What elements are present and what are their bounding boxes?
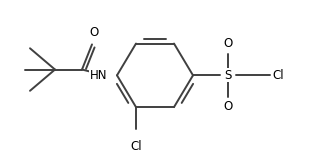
Text: O: O bbox=[223, 37, 233, 50]
Text: O: O bbox=[90, 26, 99, 39]
Text: Cl: Cl bbox=[130, 140, 142, 153]
Text: O: O bbox=[223, 100, 233, 113]
Text: S: S bbox=[224, 69, 232, 82]
Text: HN: HN bbox=[90, 69, 107, 82]
Text: Cl: Cl bbox=[272, 69, 284, 82]
